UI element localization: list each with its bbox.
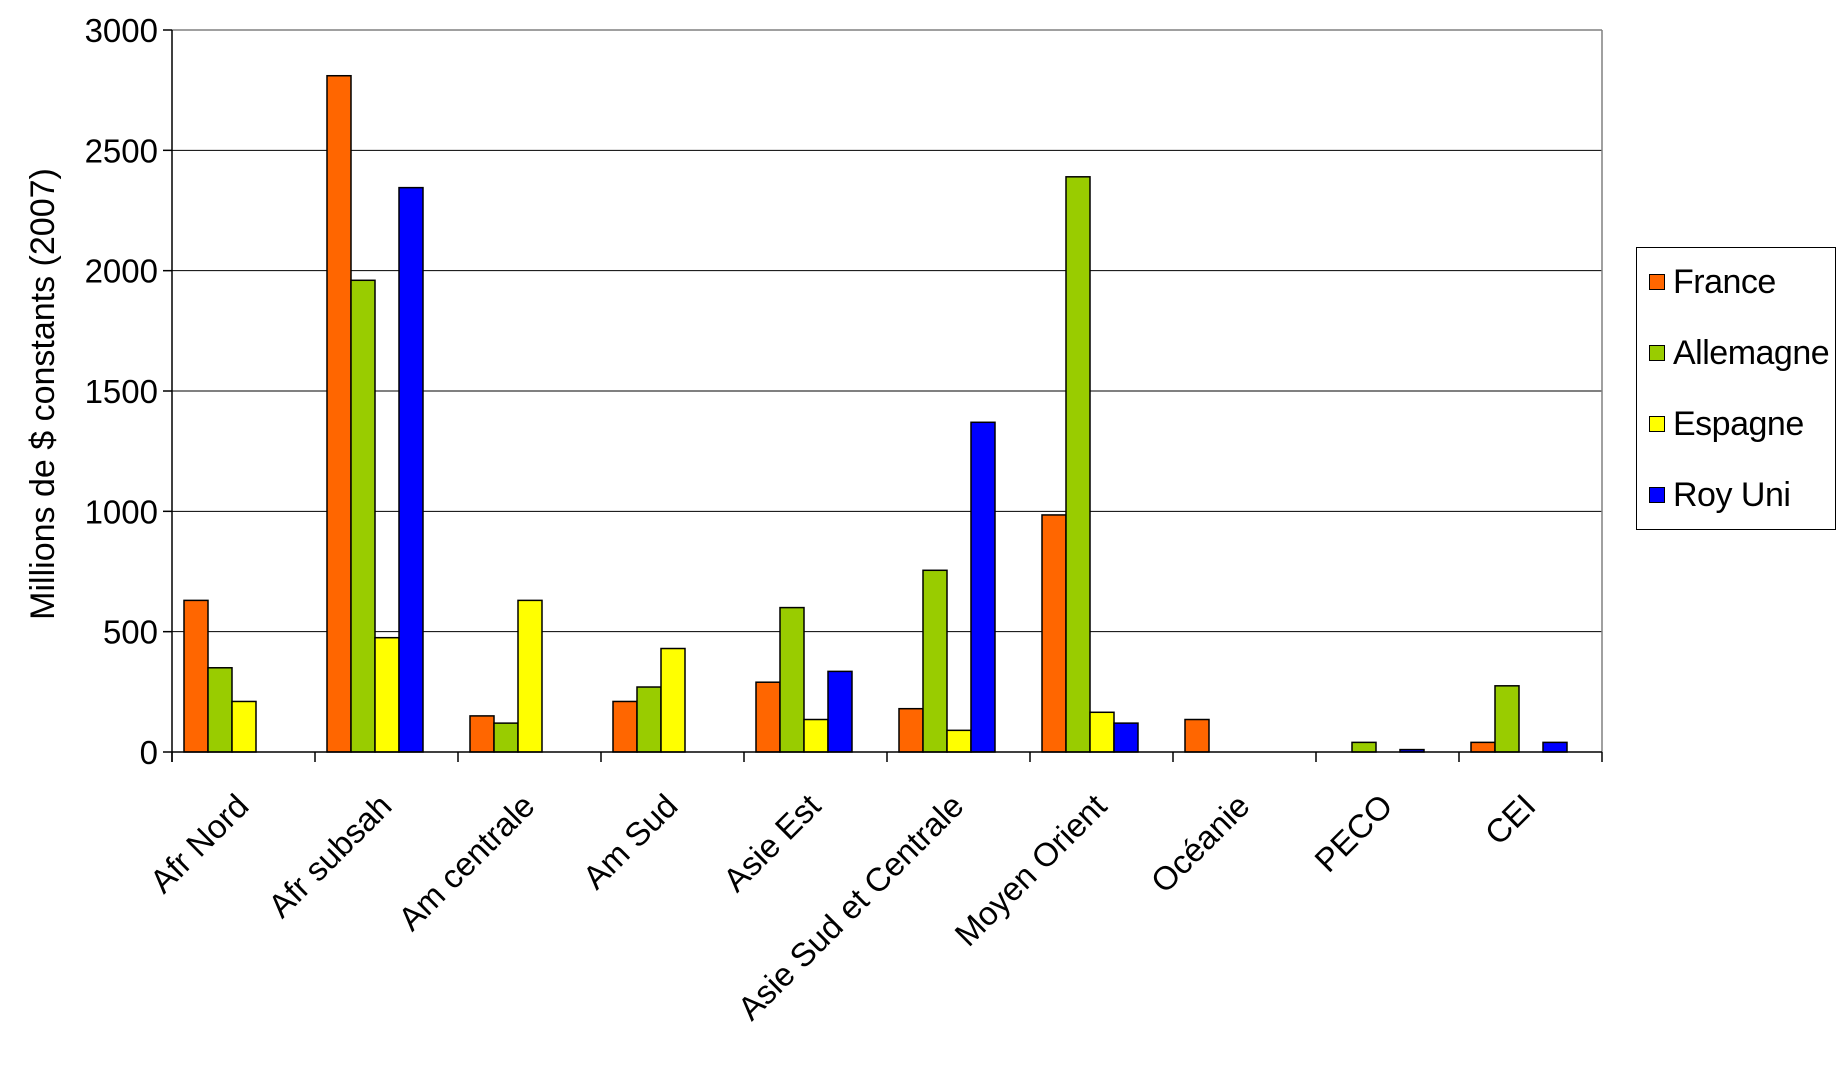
x-tick-label: Am centrale — [391, 787, 542, 938]
bar-france — [755, 681, 781, 753]
bar-roy-uni — [398, 186, 424, 753]
legend-item: France — [1649, 262, 1776, 302]
y-tick-label: 0 — [140, 734, 158, 771]
y-tick-label: 2000 — [85, 253, 158, 290]
bar-espagne — [231, 700, 257, 753]
y-tick-label: 500 — [103, 614, 158, 651]
bar-espagne — [517, 599, 543, 753]
legend-label: Allemagne — [1673, 333, 1830, 372]
bar-allemagne — [350, 279, 376, 753]
bar-france — [1184, 718, 1210, 753]
bar-france — [612, 700, 638, 753]
bar-roy-uni — [827, 670, 853, 753]
bar-allemagne — [779, 606, 805, 753]
bar-allemagne — [493, 722, 519, 753]
x-tick-label: Am Sud — [575, 787, 684, 896]
bar-allemagne — [636, 686, 662, 753]
y-tick-label: 1000 — [85, 493, 158, 530]
bar-espagne — [946, 729, 972, 753]
bar-espagne — [374, 636, 400, 753]
bars — [183, 74, 1568, 753]
bar-france — [1041, 514, 1067, 753]
legend-label: Roy Uni — [1673, 475, 1791, 514]
bar-allemagne — [1351, 741, 1377, 753]
x-tick-label: PECO — [1307, 787, 1399, 879]
bar-espagne — [660, 647, 686, 753]
legend-swatch — [1649, 487, 1665, 503]
legend-swatch — [1649, 345, 1665, 361]
bar-roy-uni — [970, 421, 996, 753]
bar-espagne — [1089, 711, 1115, 753]
gridlines — [172, 29, 1602, 633]
x-tick-label: CEI — [1478, 787, 1543, 852]
tick-labels: 0 500 1000 1500 2000 2500 3000 Afr Nord Afr subs… — [85, 12, 1543, 1027]
x-tick-label: Afr subsah — [261, 787, 399, 925]
bar-roy-uni — [1113, 722, 1139, 753]
bar-allemagne — [1494, 685, 1520, 753]
bar-france — [326, 74, 352, 753]
legend-item: Espagne — [1649, 404, 1804, 444]
bar-france — [1470, 741, 1496, 753]
bar-france — [898, 707, 924, 753]
bar-allemagne — [1065, 176, 1091, 753]
x-tick-label: Océanie — [1144, 787, 1257, 900]
legend-label: France — [1673, 262, 1776, 301]
y-tick-label: 2500 — [85, 132, 158, 169]
x-tick-label: Asie Est — [716, 787, 828, 899]
bar-allemagne — [207, 667, 233, 753]
axes — [163, 29, 1603, 762]
y-tick-label: 1500 — [85, 373, 158, 410]
legend-item: Allemagne — [1649, 333, 1830, 373]
bar-espagne — [803, 718, 829, 753]
x-tick-label: Afr Nord — [143, 787, 256, 900]
legend-item: Roy Uni — [1649, 475, 1791, 515]
bar-france — [469, 715, 495, 753]
y-tick-label: 3000 — [85, 12, 158, 49]
bar-allemagne — [922, 569, 948, 753]
y-axis-label: Millions de $ constants (2007) — [24, 168, 62, 620]
bar-roy-uni — [1542, 741, 1568, 753]
bar-france — [183, 599, 209, 753]
legend-label: Espagne — [1673, 404, 1804, 443]
x-tick-label: Moyen Orient — [947, 787, 1113, 953]
legend-swatch — [1649, 274, 1665, 290]
legend-swatch — [1649, 416, 1665, 432]
legend: France Allemagne Espagne Roy Uni — [1636, 247, 1836, 530]
